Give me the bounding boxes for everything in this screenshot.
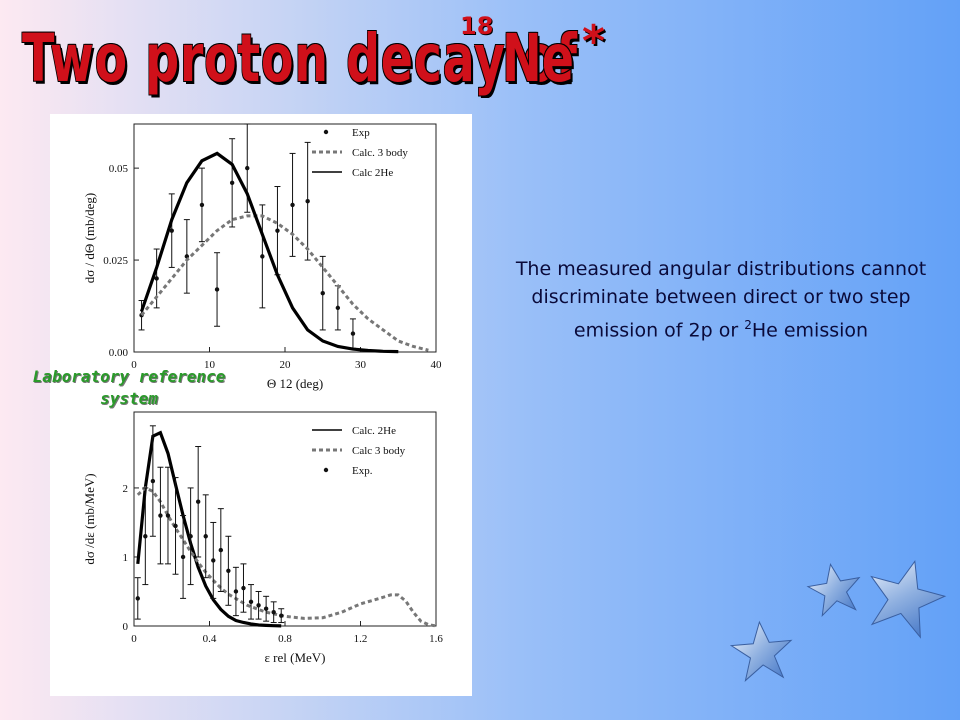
- x-tick-label: 1.2: [354, 633, 368, 645]
- legend-label: Exp.: [352, 465, 373, 477]
- data-point: [248, 599, 254, 605]
- caption-superscript: 2: [744, 318, 752, 332]
- data-point: [214, 287, 220, 292]
- x-tick-label: 0: [131, 359, 137, 371]
- data-point: [260, 254, 265, 259]
- data-point: [290, 202, 295, 208]
- star-icon: [806, 563, 861, 618]
- title-text: Two proton decay of: [22, 20, 578, 97]
- x-tick-label: 40: [431, 359, 443, 371]
- data-point: [256, 603, 261, 608]
- legend-label: Calc. 2He: [352, 425, 396, 437]
- title-element: Ne: [502, 20, 574, 97]
- data-point: [335, 305, 341, 311]
- x-tick-label: 0: [131, 633, 137, 645]
- series-line: [139, 151, 399, 354]
- series-line: [136, 430, 282, 628]
- y-axis-label: dσ / dΘ (mb/deg): [82, 193, 97, 283]
- data-point: [169, 228, 174, 233]
- y-tick-label: 0.025: [103, 255, 128, 267]
- data-point: [263, 606, 269, 611]
- data-point: [195, 499, 201, 504]
- data-point: [203, 534, 208, 539]
- data-point: [350, 331, 356, 336]
- data-point: [158, 513, 163, 518]
- legend-label: Calc. 3 body: [352, 147, 408, 159]
- data-point: [154, 276, 159, 281]
- data-point: [211, 558, 216, 563]
- x-tick-label: 20: [280, 359, 292, 371]
- data-point: [241, 585, 246, 591]
- data-point: [271, 609, 276, 615]
- legend-marker: [323, 467, 329, 473]
- x-tick-label: 10: [204, 359, 216, 371]
- data-point: [320, 290, 325, 296]
- data-point: [188, 534, 193, 539]
- x-tick-label: 0.8: [278, 633, 292, 645]
- data-point: [245, 165, 250, 171]
- data-point: [143, 534, 148, 539]
- caption-text: The measured angular distributions canno…: [506, 255, 936, 344]
- data-point: [229, 180, 235, 186]
- title-mass-number: 18: [460, 12, 494, 40]
- data-point: [180, 554, 186, 560]
- y-tick-label: 0.00: [109, 347, 129, 359]
- data-point: [150, 478, 156, 484]
- x-axis-label: Θ 12 (deg): [267, 376, 323, 391]
- star-icon: [870, 559, 947, 639]
- caption-part-1: The measured angular distributions canno…: [515, 258, 927, 342]
- data-point: [165, 513, 171, 518]
- legend-label: Calc 2He: [352, 167, 393, 179]
- y-tick-label: 2: [123, 483, 129, 495]
- plot-panel: 0 10 20 30 40 0.00 0.025 0.05 Θ 12 (deg) dσ / dΘ …: [50, 114, 472, 696]
- data-point: [199, 202, 205, 208]
- y-axis-label: dσ /dε (mb/MeV): [82, 473, 97, 564]
- data-point: [305, 199, 310, 204]
- slide-title: Two proton decay of 18 Ne *: [22, 12, 606, 122]
- x-tick-label: 30: [355, 359, 367, 371]
- legend-marker: [323, 129, 329, 135]
- data-point: [226, 568, 231, 573]
- x-axis-label: ε rel (MeV): [264, 650, 325, 665]
- data-point: [173, 523, 178, 529]
- legend-label: Calc 3 body: [352, 445, 406, 457]
- data-point: [135, 596, 140, 601]
- data-point: [218, 547, 224, 553]
- y-tick-label: 0.05: [109, 163, 129, 175]
- x-tick-label: 0.4: [203, 633, 217, 645]
- y-tick-label: 0: [123, 621, 129, 633]
- legend-label: Exp: [352, 127, 370, 139]
- caption-part-2: He emission: [751, 319, 869, 342]
- data-point: [279, 613, 284, 618]
- series-line: [136, 486, 437, 628]
- data-point: [233, 589, 239, 594]
- y-tick-label: 1: [123, 552, 129, 564]
- data-point: [275, 228, 280, 233]
- lab-reference-label: Laboratory reference system: [32, 367, 226, 408]
- series-line: [140, 214, 429, 352]
- title-excited-star: *: [582, 16, 606, 67]
- x-tick-label: 1.6: [429, 633, 443, 645]
- star-icon: [729, 620, 793, 682]
